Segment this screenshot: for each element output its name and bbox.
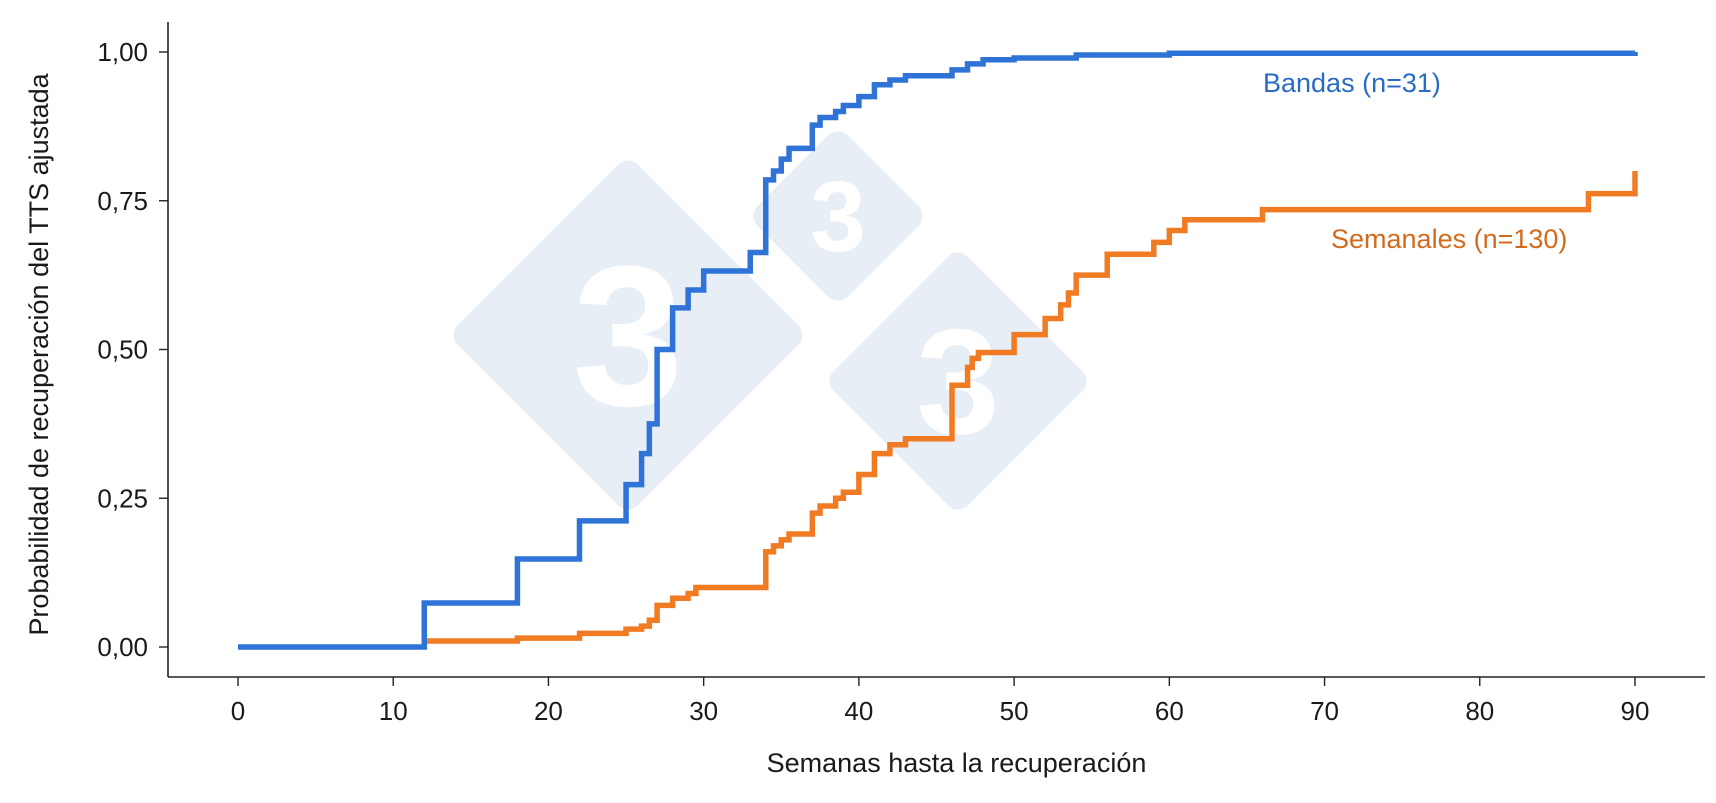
x-tick-label: 40 bbox=[844, 696, 873, 726]
series-line-bandas bbox=[238, 50, 1638, 650]
series-lines bbox=[238, 50, 1638, 650]
watermark-diamond-shape bbox=[753, 131, 923, 301]
watermark-diamond-top: 3 bbox=[753, 131, 923, 301]
watermark-logo: 333 bbox=[453, 131, 1087, 510]
x-tick-label: 10 bbox=[379, 696, 408, 726]
x-tick-label: 30 bbox=[689, 696, 718, 726]
watermark-glyph: 3 bbox=[810, 161, 866, 273]
x-tick-label: 80 bbox=[1465, 696, 1494, 726]
series-label-semanales: Semanales (n=130) bbox=[1331, 224, 1567, 254]
y-ticks: 0,00 0,25 0,50 0,75 1,00 bbox=[97, 37, 168, 662]
x-axis-title: Semanas hasta la recuperación bbox=[767, 748, 1147, 778]
y-tick-label: 1,00 bbox=[97, 37, 148, 67]
x-tick-label: 50 bbox=[1000, 696, 1029, 726]
x-tick-label: 70 bbox=[1310, 696, 1339, 726]
x-tick-label: 90 bbox=[1621, 696, 1650, 726]
x-tick-label: 0 bbox=[231, 696, 245, 726]
series-line-semanales bbox=[424, 171, 1638, 644]
series-label-bandas: Bandas (n=31) bbox=[1263, 68, 1441, 98]
y-tick-label: 0,00 bbox=[97, 632, 148, 662]
y-tick-label: 0,75 bbox=[97, 186, 148, 216]
x-tick-label: 60 bbox=[1155, 696, 1184, 726]
y-tick-label: 0,50 bbox=[97, 335, 148, 365]
watermark-diamond-shape bbox=[453, 160, 803, 510]
y-axis-title: Probabilidad de recuperación del TTS aju… bbox=[24, 72, 54, 635]
x-tick-label: 20 bbox=[534, 696, 563, 726]
x-ticks: 0 10 20 30 40 50 60 70 80 90 bbox=[231, 677, 1650, 726]
y-tick-label: 0,25 bbox=[97, 483, 148, 513]
watermark-diamond-left: 3 bbox=[453, 160, 803, 510]
watermark-glyph: 3 bbox=[572, 225, 683, 448]
